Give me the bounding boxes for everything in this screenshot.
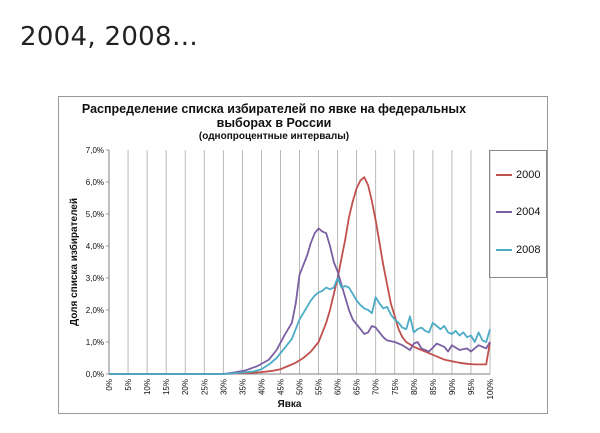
x-tick-label: 70% (372, 379, 381, 395)
x-tick-label: 90% (448, 379, 457, 395)
chart-legend: 2000 2004 2008 (489, 150, 547, 278)
series-line-2000 (109, 176, 491, 375)
y-axis-label: Доля списка избирателей (68, 198, 80, 326)
x-tick-label: 100% (486, 379, 495, 399)
chart-subtitle: (однопроцентные интервалы) (198, 131, 350, 142)
x-tick-label: 65% (353, 379, 362, 395)
series-line-2004 (109, 227, 491, 375)
x-tick-label: 95% (467, 379, 476, 395)
legend-swatch-2000 (496, 174, 512, 177)
x-tick-label: 45% (276, 379, 285, 395)
x-tick-label: 25% (200, 379, 209, 395)
series-line-2008 (109, 277, 491, 375)
x-tick-label: 5% (124, 379, 133, 391)
y-tick-label: 0,0% (86, 370, 104, 379)
legend-item-2004: 2004 (496, 206, 540, 218)
x-tick-label: 40% (257, 379, 266, 395)
y-tick-label: 7,0% (86, 146, 104, 155)
y-tick-label: 2,0% (86, 306, 104, 315)
y-tick-label: 4,0% (86, 242, 104, 251)
slide-title: 2004, 2008… (20, 22, 199, 52)
legend-label-2008: 2008 (516, 244, 541, 256)
chart-title: Распределение списка избирателей по явке… (59, 102, 489, 130)
x-tick-label: 85% (429, 379, 438, 395)
chart-frame: Распределение списка избирателей по явке… (58, 96, 548, 414)
x-axis-label: Явка (278, 399, 302, 410)
chart-title-line2: выборах в России (216, 116, 332, 130)
x-tick-label: 35% (238, 379, 247, 395)
x-tick-label: 80% (410, 379, 419, 395)
legend-swatch-2008 (496, 249, 512, 252)
legend-item-2000: 2000 (496, 169, 540, 181)
x-tick-label: 55% (315, 379, 324, 395)
chart-title-line1: Распределение списка избирателей по явке… (81, 102, 467, 116)
x-tick-label: 10% (143, 379, 152, 395)
y-tick-label: 5,0% (86, 210, 104, 219)
legend-swatch-2004 (496, 211, 512, 214)
y-tick-label: 6,0% (86, 178, 104, 187)
y-tick-label: 1,0% (86, 338, 104, 347)
x-tick-label: 60% (334, 379, 343, 395)
line-chart: 0% 5% 10% 15% 20% 25% 30% 35% 40% 45% 50% 55% 60% 65%… (68, 146, 495, 410)
x-tick-label: 15% (162, 379, 171, 395)
legend-label-2004: 2004 (516, 206, 541, 218)
x-tick-label: 30% (219, 379, 228, 395)
legend-item-2008: 2008 (496, 244, 540, 256)
x-tick-label: 75% (391, 379, 400, 395)
legend-label-2000: 2000 (516, 169, 541, 181)
x-tick-label: 20% (181, 379, 190, 395)
x-tick-label: 50% (296, 379, 305, 395)
y-tick-label: 3,0% (86, 274, 104, 283)
x-tick-label: 0% (105, 379, 114, 391)
